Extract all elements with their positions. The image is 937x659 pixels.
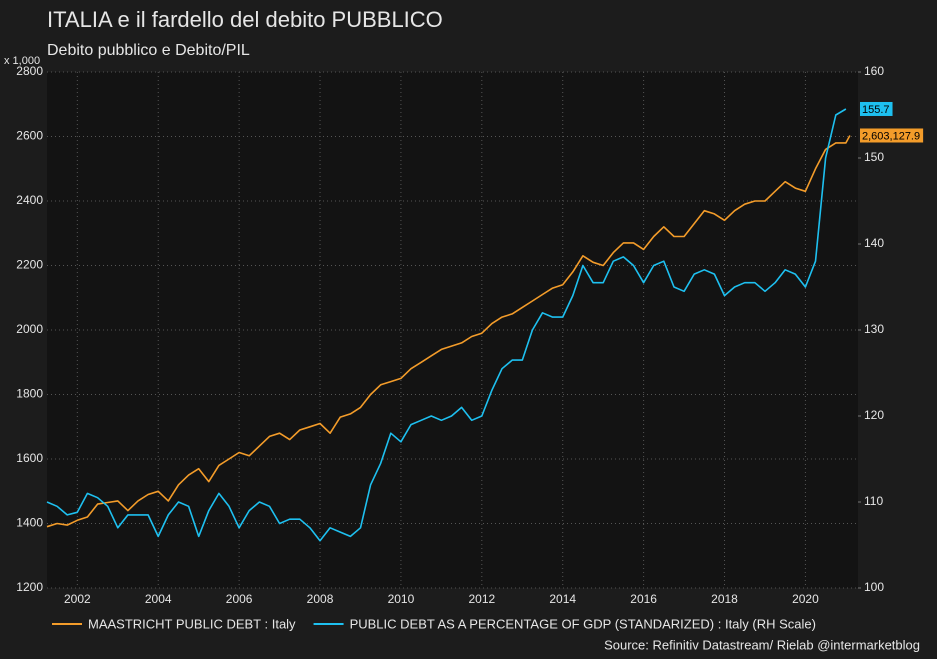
- legend-label: MAASTRICHT PUBLIC DEBT : Italy: [88, 616, 296, 631]
- y-tick-label: 1200: [16, 580, 43, 594]
- source: Source: Refinitiv Datastream/ Rielab @in…: [604, 637, 920, 652]
- y-tick-label: 2800: [16, 64, 43, 78]
- chart-subtitle: Debito pubblico e Debito/PIL: [47, 42, 250, 59]
- y-tick-label: 2000: [16, 322, 43, 336]
- x-tick-label: 2002: [64, 592, 91, 606]
- y2-tick-label: 150: [864, 150, 884, 164]
- x-tick-label: 2008: [307, 592, 334, 606]
- y-tick-label: 2600: [16, 129, 43, 143]
- y-tick-label: 2200: [16, 258, 43, 272]
- value-label-box: [860, 101, 893, 116]
- value-label: 2,603,127.9: [862, 130, 920, 142]
- chart-title: ITALIA e il fardello del debito PUBBLICO: [47, 7, 443, 32]
- x-tick-label: 2004: [145, 592, 172, 606]
- value-label: 155.7: [862, 104, 890, 116]
- x-tick-label: 2010: [388, 592, 415, 606]
- y2-tick-label: 130: [864, 322, 884, 336]
- y2-tick-label: 110: [864, 494, 883, 508]
- series-line: [46, 108, 847, 542]
- series-line: [46, 135, 851, 528]
- y2-tick-label: 140: [864, 236, 884, 250]
- plot-area: [47, 72, 858, 588]
- y-unit-label: x 1,000: [4, 55, 40, 67]
- x-tick-label: 2020: [792, 592, 819, 606]
- y2-tick-label: 160: [864, 64, 884, 78]
- x-tick-label: 2018: [711, 592, 738, 606]
- y-tick-label: 1800: [16, 387, 43, 401]
- legend-label: PUBLIC DEBT AS A PERCENTAGE OF GDP (STAN…: [350, 616, 816, 631]
- x-tick-label: 2014: [549, 592, 576, 606]
- y-tick-label: 1600: [16, 451, 43, 465]
- y2-tick-label: 100: [864, 580, 884, 594]
- x-tick-label: 2012: [468, 592, 495, 606]
- x-tick-label: 2006: [226, 592, 253, 606]
- y-tick-label: 2400: [16, 193, 43, 207]
- y-tick-label: 1400: [16, 516, 43, 530]
- value-label-box: [860, 128, 924, 143]
- x-tick-label: 2016: [630, 592, 657, 606]
- y2-tick-label: 120: [864, 408, 884, 422]
